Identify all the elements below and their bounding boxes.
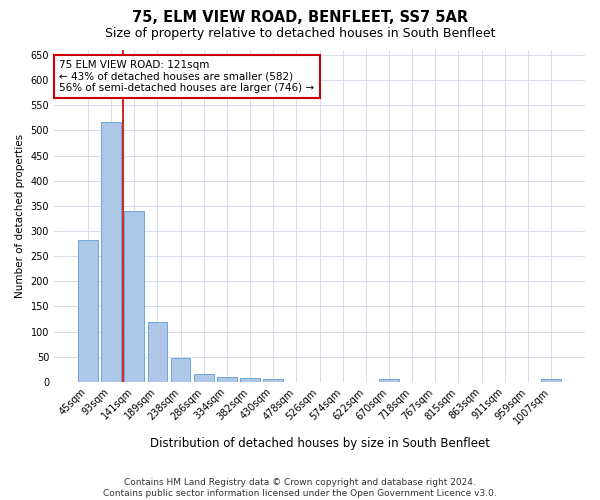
Bar [541, 380, 561, 382]
Bar [124, 211, 144, 382]
Y-axis label: Number of detached properties: Number of detached properties [15, 134, 25, 298]
Bar [379, 380, 399, 382]
Text: Contains HM Land Registry data © Crown copyright and database right 2024.
Contai: Contains HM Land Registry data © Crown c… [103, 478, 497, 498]
Bar [148, 322, 167, 382]
Text: 75, ELM VIEW ROAD, BENFLEET, SS7 5AR: 75, ELM VIEW ROAD, BENFLEET, SS7 5AR [132, 10, 468, 25]
Bar [217, 377, 237, 382]
Bar [171, 358, 190, 382]
Bar [194, 374, 214, 382]
Bar [101, 122, 121, 382]
Bar [240, 378, 260, 382]
Bar [263, 380, 283, 382]
X-axis label: Distribution of detached houses by size in South Benfleet: Distribution of detached houses by size … [149, 437, 490, 450]
Text: Size of property relative to detached houses in South Benfleet: Size of property relative to detached ho… [105, 28, 495, 40]
Bar [78, 240, 98, 382]
Text: 75 ELM VIEW ROAD: 121sqm
← 43% of detached houses are smaller (582)
56% of semi-: 75 ELM VIEW ROAD: 121sqm ← 43% of detach… [59, 60, 314, 93]
